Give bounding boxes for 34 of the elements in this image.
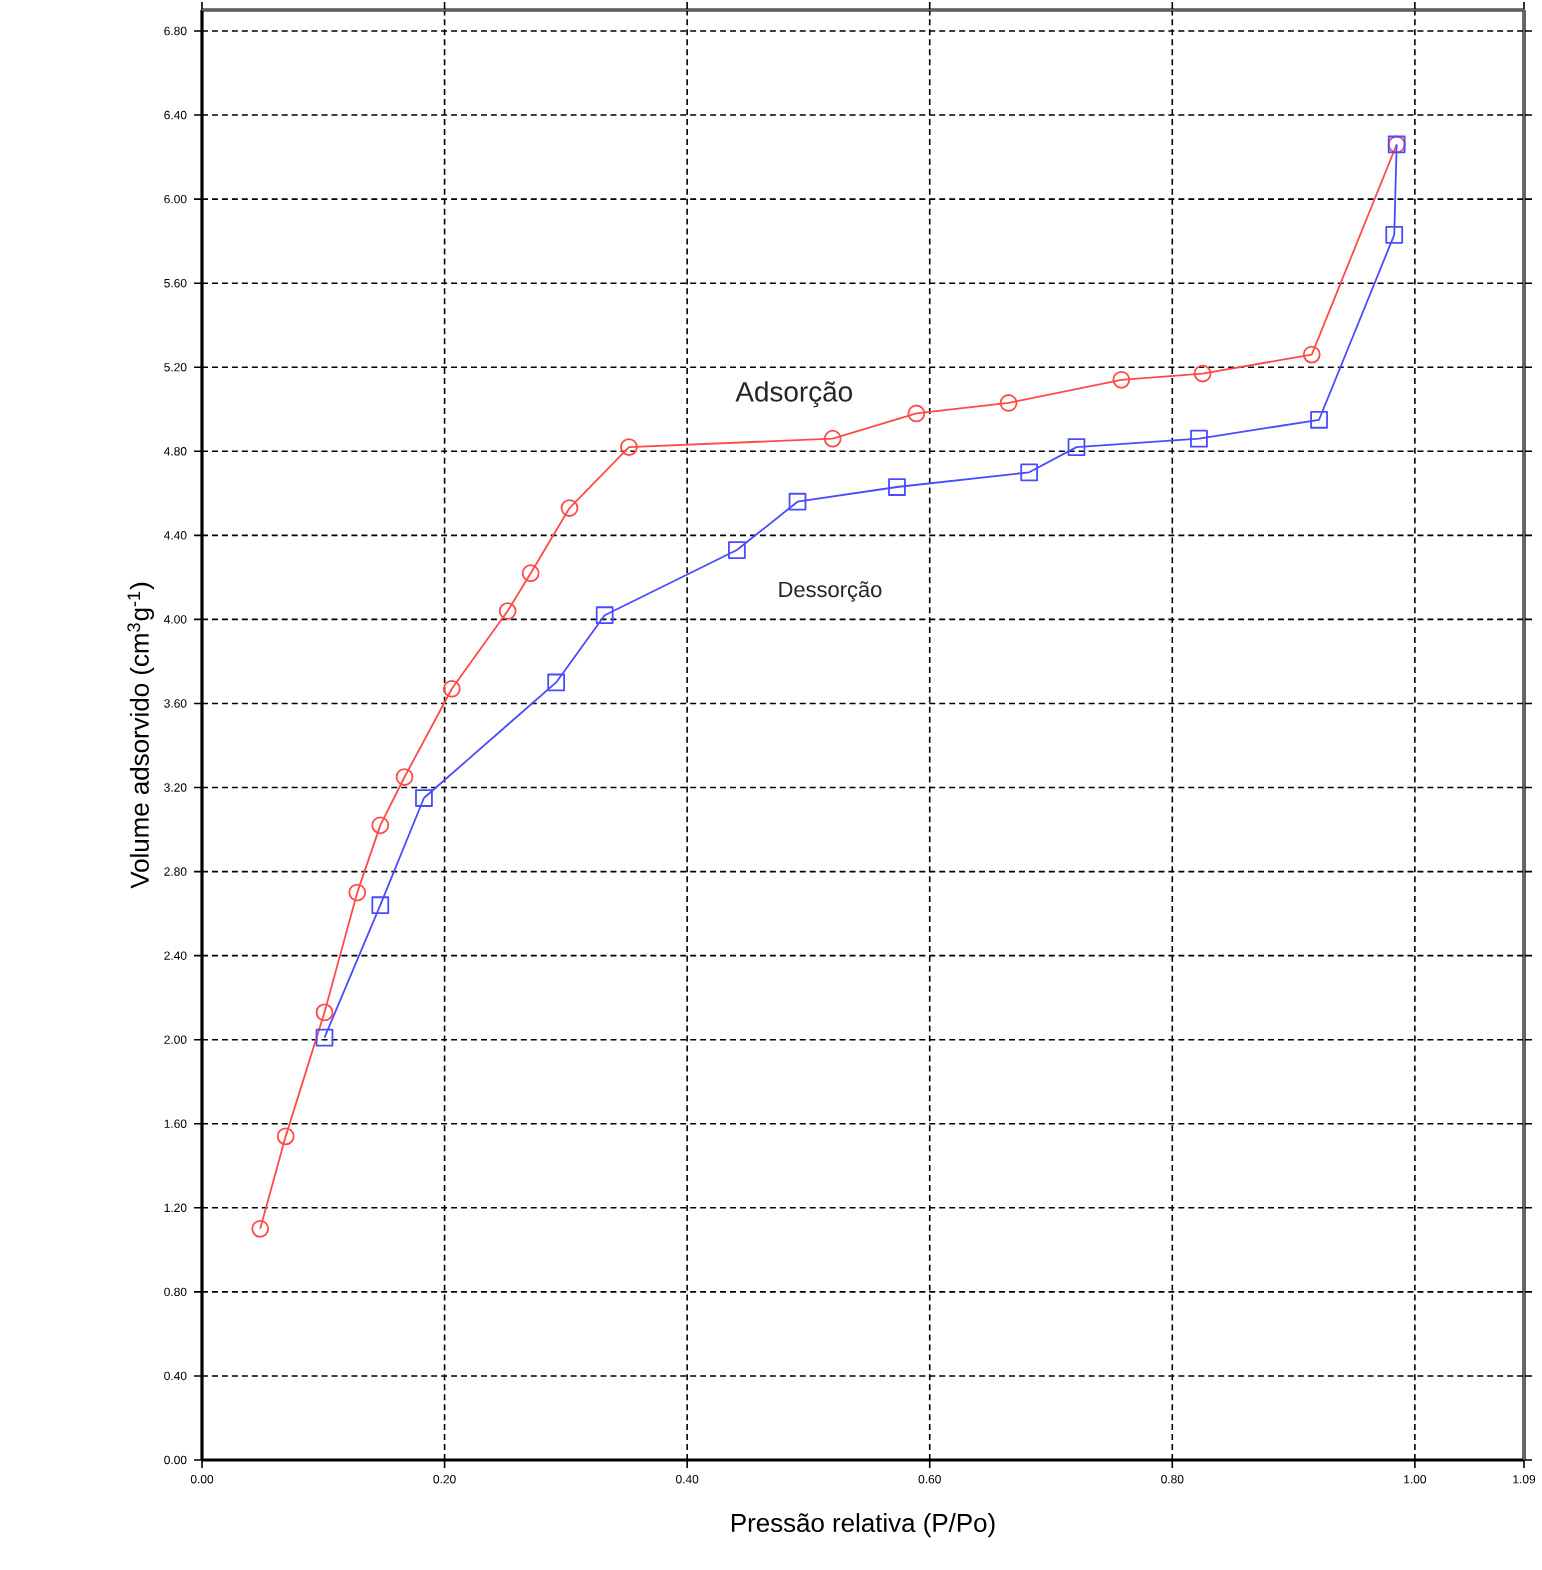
point bbox=[442, 679, 461, 698]
point bbox=[315, 1003, 334, 1022]
point bbox=[1189, 429, 1208, 448]
x-axis-title: Pressão relativa (P/Po) bbox=[731, 1513, 995, 1538]
point bbox=[414, 789, 433, 807]
point bbox=[619, 438, 638, 456]
point bbox=[1310, 410, 1328, 429]
point bbox=[498, 602, 517, 620]
point bbox=[1020, 463, 1038, 482]
point bbox=[823, 429, 842, 448]
point bbox=[276, 1127, 295, 1146]
point bbox=[315, 1028, 334, 1047]
point bbox=[371, 816, 390, 835]
point bbox=[788, 492, 807, 511]
point bbox=[1385, 225, 1403, 244]
point bbox=[521, 564, 540, 583]
series-label: Adsorção bbox=[735, 381, 852, 408]
point bbox=[395, 768, 414, 786]
point bbox=[560, 499, 579, 517]
point bbox=[887, 478, 906, 496]
point bbox=[1193, 364, 1212, 383]
point bbox=[348, 883, 366, 902]
point bbox=[999, 394, 1018, 412]
point bbox=[547, 673, 565, 692]
point bbox=[1112, 370, 1131, 389]
point bbox=[595, 606, 614, 625]
series-label: Dessorção bbox=[779, 581, 882, 602]
point bbox=[251, 1219, 269, 1238]
point bbox=[727, 541, 746, 559]
point bbox=[907, 404, 926, 423]
point bbox=[1067, 438, 1086, 456]
point bbox=[371, 896, 390, 915]
point bbox=[1302, 345, 1321, 364]
y-axis-title: Volume adsorvido (cm$^{3}$g$^{-1}$) bbox=[127, 582, 154, 889]
